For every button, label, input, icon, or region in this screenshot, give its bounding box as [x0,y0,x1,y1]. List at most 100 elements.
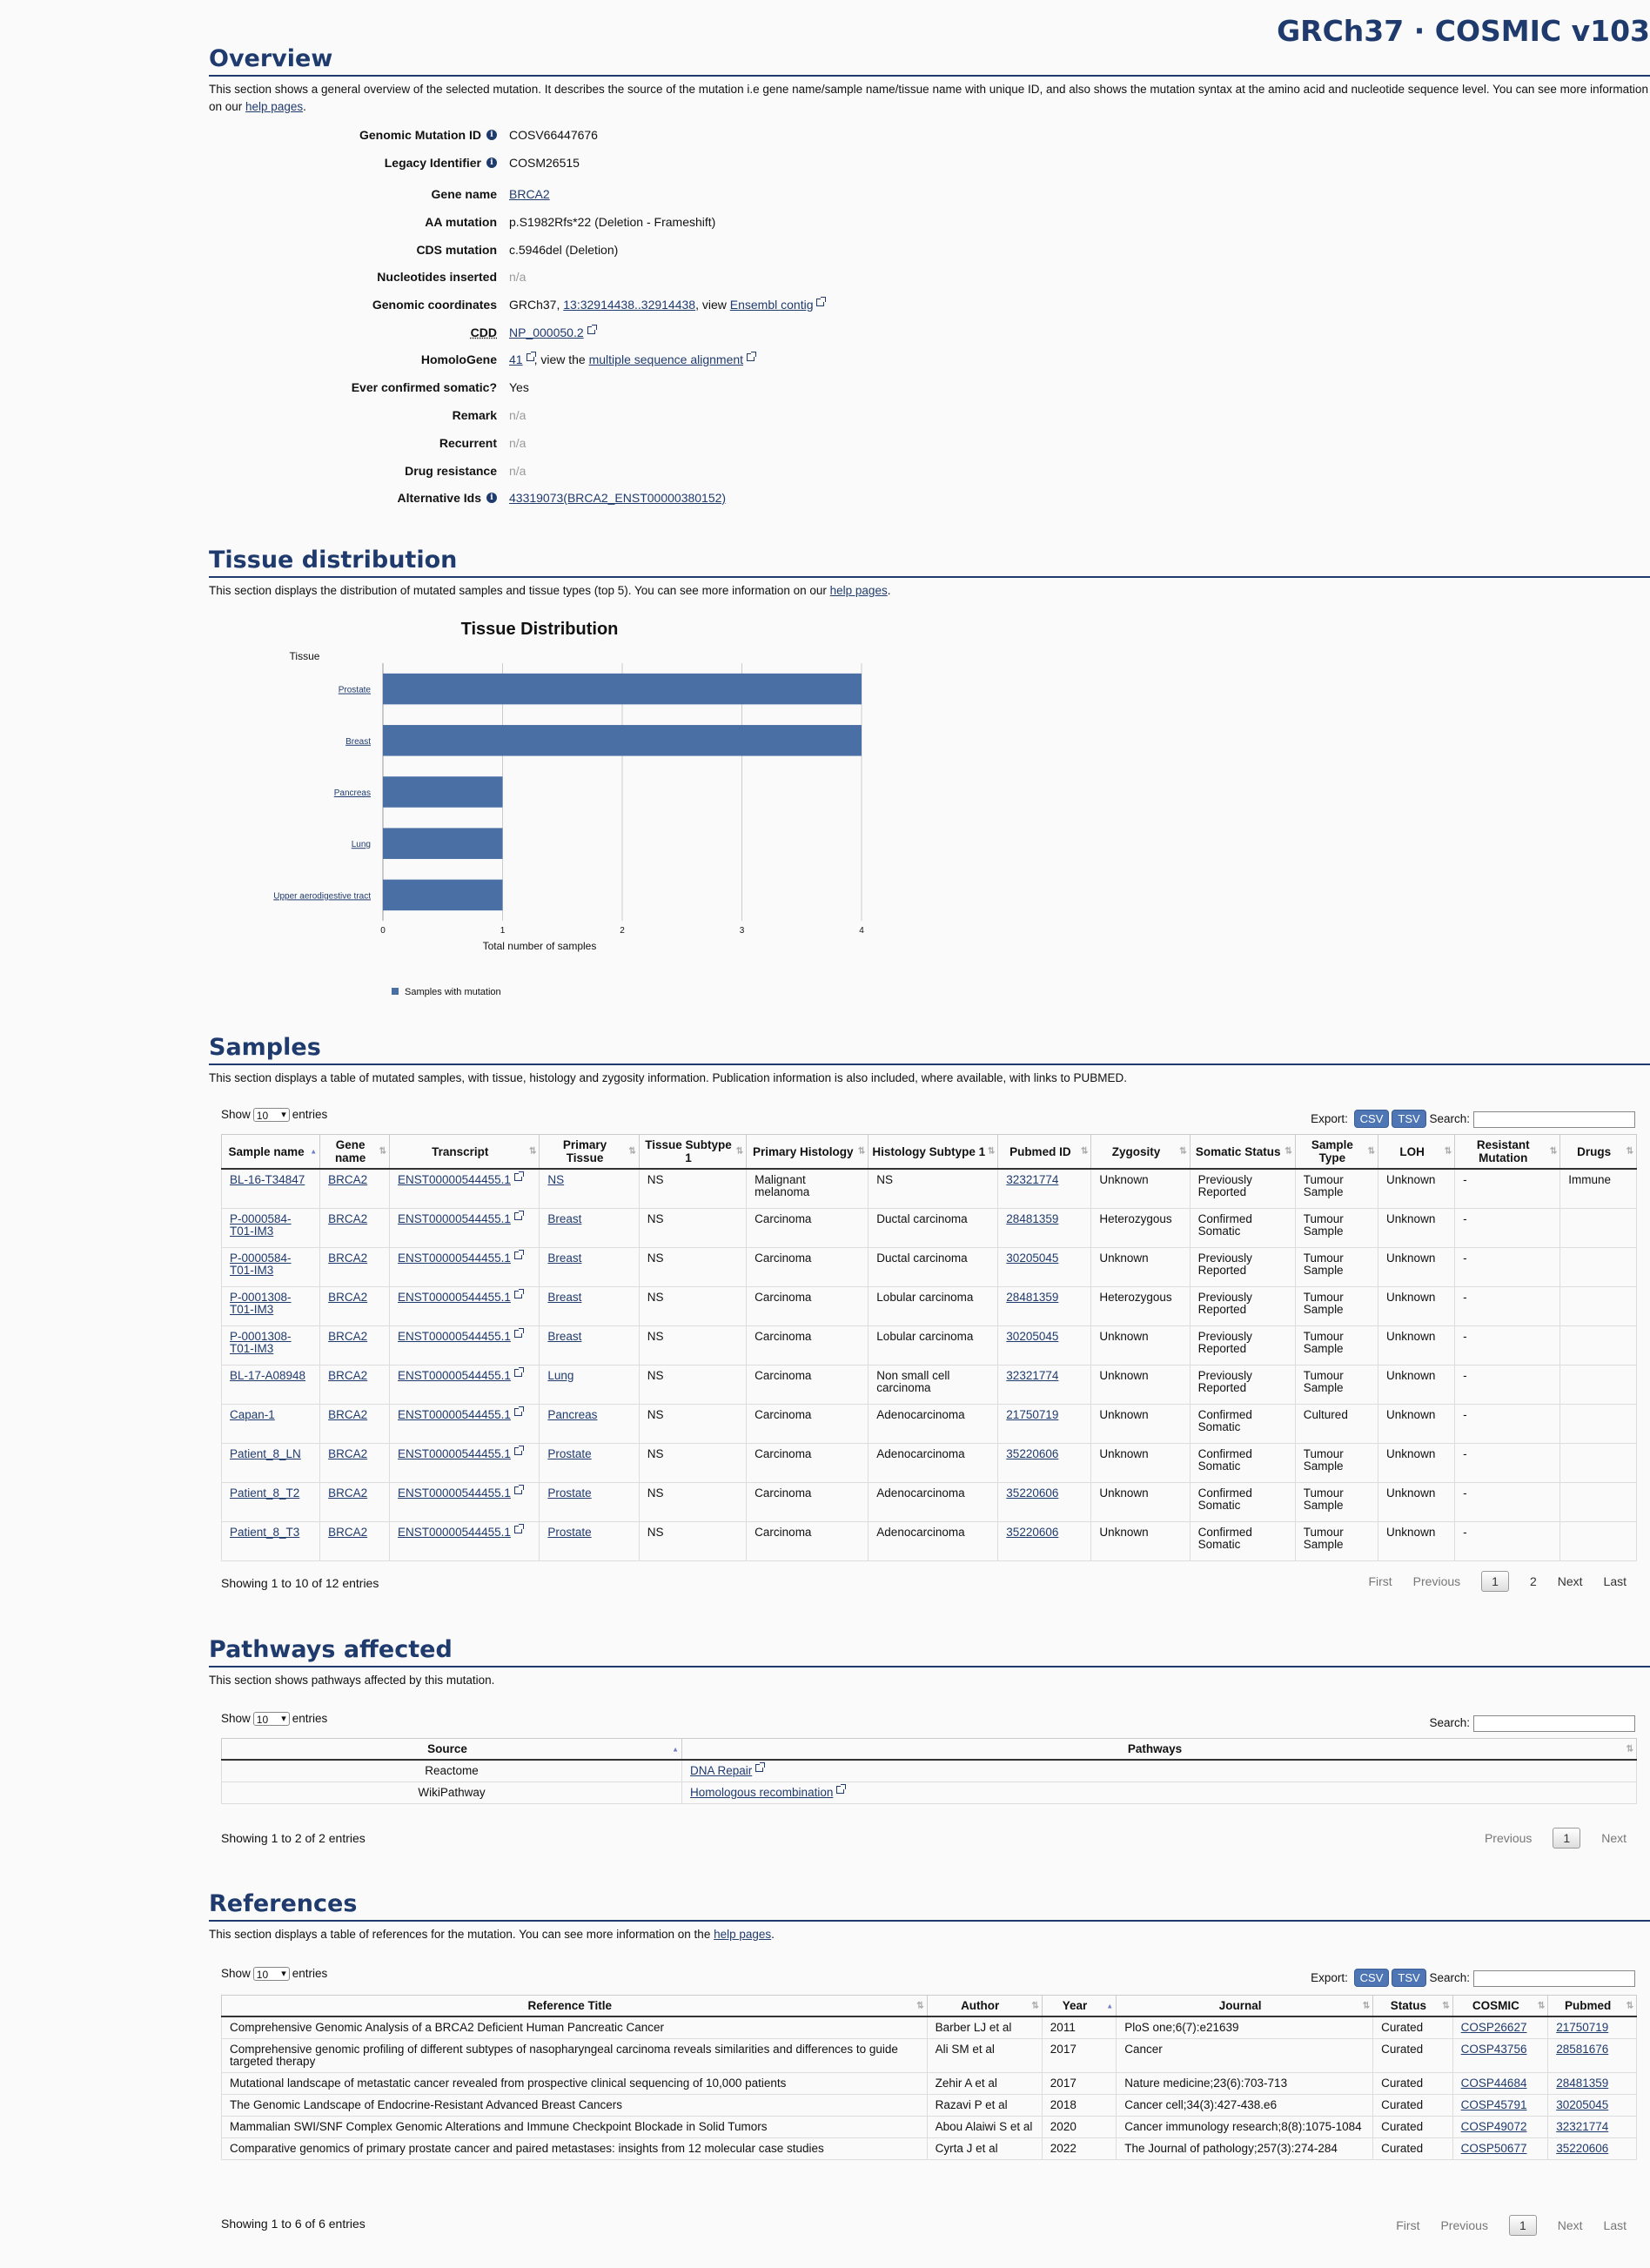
cosmic-study-link[interactable]: COSP45791 [1460,2098,1527,2111]
next-page-button[interactable]: Next [1557,1574,1583,1588]
gene-name-link[interactable]: BRCA2 [328,1407,368,1421]
gene-name-link[interactable]: BRCA2 [328,1486,368,1500]
info-icon[interactable]: i [486,158,497,168]
column-header-journal[interactable]: Journal [1116,1995,1374,2017]
info-icon[interactable]: i [486,493,497,503]
tsv-export-button[interactable]: TSV [1392,1969,1426,1987]
column-header-sample-type[interactable]: Sample Type [1294,1134,1379,1170]
transcript-link[interactable]: ENST00000544455.1 [398,1290,511,1304]
samples-length-select[interactable]: 10 [252,1108,290,1123]
sample-name-link[interactable]: Patient_8_T2 [230,1486,300,1500]
previous-page-button[interactable]: Previous [1412,1574,1461,1588]
column-header-author[interactable]: Author [926,1995,1043,2017]
category-label-breast[interactable]: Breast [345,737,371,747]
references-length-select[interactable]: 10 [252,1967,290,1982]
ensembl-contig-link[interactable]: Ensembl contig [729,298,814,312]
pubmed-link[interactable]: 30205045 [1006,1329,1059,1343]
first-page-button[interactable]: First [1368,1574,1392,1588]
column-header-zygosity[interactable]: Zygosity [1090,1134,1191,1170]
gene-name-link[interactable]: BRCA2 [509,187,550,201]
cosmic-study-link[interactable]: COSP43756 [1460,2043,1527,2056]
primary-tissue-link[interactable]: Prostate [547,1446,592,1460]
pubmed-link[interactable]: 28481359 [1006,1290,1059,1304]
category-label-prostate[interactable]: Prostate [339,686,372,695]
last-page-button[interactable]: Last [1603,2218,1627,2232]
last-page-button[interactable]: Last [1603,1574,1627,1588]
pathway-link[interactable]: Homologous recombination [690,1786,834,1799]
gene-name-link[interactable]: BRCA2 [328,1211,368,1225]
pubmed-link[interactable]: 28481359 [1006,1211,1059,1225]
cosmic-study-link[interactable]: COSP49072 [1460,2120,1527,2133]
sample-name-link[interactable]: P-0001308-T01-IM3 [230,1329,292,1355]
sequence-alignment-link[interactable]: multiple sequence alignment [588,352,744,366]
gene-name-link[interactable]: BRCA2 [328,1525,368,1539]
primary-tissue-link[interactable]: Prostate [547,1486,592,1500]
page-2-button[interactable]: 2 [1529,1574,1537,1588]
coordinates-link[interactable]: 13:32914438..32914438 [563,298,696,312]
column-header-gene-name[interactable]: Gene name [319,1134,391,1170]
pubmed-link[interactable]: 30205045 [1556,2098,1609,2111]
column-header-transcript[interactable]: Transcript [389,1134,540,1170]
transcript-link[interactable]: ENST00000544455.1 [398,1251,511,1265]
gene-name-link[interactable]: BRCA2 [328,1290,368,1304]
gene-name-link[interactable]: BRCA2 [328,1329,368,1343]
column-header-year[interactable]: Year [1041,1995,1117,2017]
transcript-link[interactable]: ENST00000544455.1 [398,1525,511,1539]
references-search-input[interactable] [1473,1969,1635,1987]
sample-name-link[interactable]: Patient_8_T3 [230,1525,300,1539]
pubmed-link[interactable]: 35220606 [1006,1486,1059,1500]
sample-name-link[interactable]: P-0001308-T01-IM3 [230,1290,292,1316]
column-header-loh[interactable]: LOH [1378,1134,1456,1170]
column-header-pubmed-id[interactable]: Pubmed ID [997,1134,1092,1170]
pubmed-link[interactable]: 32321774 [1006,1368,1059,1382]
sample-name-link[interactable]: P-0000584-T01-IM3 [230,1251,292,1277]
category-label-pancreas[interactable]: Pancreas [334,788,371,798]
column-header-somatic-status[interactable]: Somatic Status [1189,1134,1296,1170]
sample-name-link[interactable]: P-0000584-T01-IM3 [230,1211,292,1238]
pubmed-link[interactable]: 28481359 [1556,2077,1609,2090]
help-pages-link[interactable]: help pages [829,584,888,597]
cosmic-study-link[interactable]: COSP50677 [1460,2142,1527,2155]
cdd-link[interactable]: NP_000050.2 [509,325,584,339]
transcript-link[interactable]: ENST00000544455.1 [398,1211,511,1225]
column-header-status[interactable]: Status [1372,1995,1453,2017]
primary-tissue-link[interactable]: NS [547,1173,565,1186]
transcript-link[interactable]: ENST00000544455.1 [398,1329,511,1343]
column-header-pubmed[interactable]: Pubmed [1547,1995,1637,2017]
transcript-link[interactable]: ENST00000544455.1 [398,1368,511,1382]
pubmed-link[interactable]: 28581676 [1556,2043,1609,2056]
transcript-link[interactable]: ENST00000544455.1 [398,1486,511,1500]
pubmed-link[interactable]: 35220606 [1556,2142,1609,2155]
first-page-button[interactable]: First [1396,2218,1420,2232]
pubmed-link[interactable]: 21750719 [1556,2021,1609,2034]
pubmed-link[interactable]: 30205045 [1006,1251,1059,1265]
csv-export-button[interactable]: CSV [1353,1110,1390,1128]
column-header-primary-tissue[interactable]: Primary Tissue [539,1134,640,1170]
pathways-length-select[interactable]: 10 [252,1712,290,1727]
help-pages-link[interactable]: help pages [245,100,304,113]
cosmic-study-link[interactable]: COSP44684 [1460,2077,1527,2090]
column-header-drugs[interactable]: Drugs [1559,1134,1637,1170]
info-icon[interactable]: i [486,130,497,140]
page-1-button[interactable]: 1 [1481,1571,1509,1592]
help-pages-link[interactable]: help pages [714,1928,772,1941]
pubmed-link[interactable]: 35220606 [1006,1446,1059,1460]
previous-page-button[interactable]: Previous [1484,1831,1533,1845]
column-header-reference-title[interactable]: Reference Title [221,1995,928,2017]
gene-name-link[interactable]: BRCA2 [328,1368,368,1382]
primary-tissue-link[interactable]: Prostate [547,1525,592,1539]
homologene-link[interactable]: 41 [509,352,523,366]
column-header-pathways[interactable]: Pathways [681,1738,1637,1761]
primary-tissue-link[interactable]: Breast [547,1290,582,1304]
column-header-primary-histology[interactable]: Primary Histology [746,1134,869,1170]
sample-name-link[interactable]: BL-16-T34847 [230,1173,305,1186]
transcript-link[interactable]: ENST00000544455.1 [398,1407,511,1421]
primary-tissue-link[interactable]: Pancreas [547,1407,598,1421]
pubmed-link[interactable]: 32321774 [1556,2120,1609,2133]
category-label-lung[interactable]: Lung [352,840,371,849]
column-header-tissue-subtype-1[interactable]: Tissue Subtype 1 [638,1134,748,1170]
samples-search-input[interactable] [1473,1111,1635,1128]
column-header-histology-subtype-1[interactable]: Histology Subtype 1 [868,1134,999,1170]
primary-tissue-link[interactable]: Breast [547,1211,582,1225]
sample-name-link[interactable]: Patient_8_LN [230,1446,301,1460]
